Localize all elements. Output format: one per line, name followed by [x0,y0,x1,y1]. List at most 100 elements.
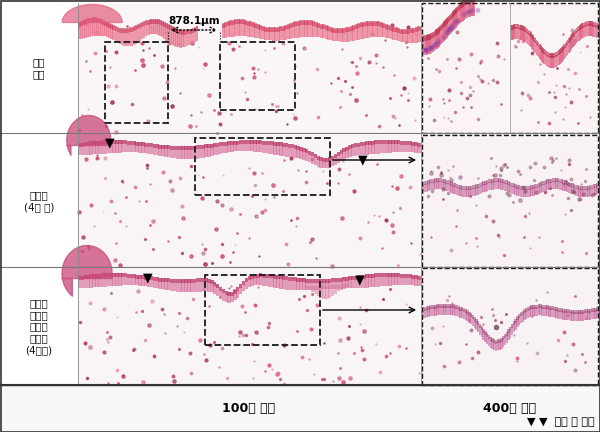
Bar [100,20,103,36]
Bar [124,273,127,286]
Bar [597,23,599,29]
Bar [433,32,434,38]
Bar [595,184,597,187]
Bar [520,25,521,30]
Bar [390,27,393,39]
Bar [115,140,119,144]
Bar [178,30,180,48]
Bar [434,181,437,189]
Bar [185,31,188,46]
Bar [110,140,113,153]
Bar [348,145,352,157]
Bar [239,140,242,144]
Bar [383,140,386,153]
Bar [484,184,487,192]
Bar [533,40,535,51]
Bar [497,341,499,350]
Bar [331,286,334,296]
Bar [94,19,97,36]
Bar [352,26,355,41]
Bar [490,179,492,183]
Bar [567,43,568,54]
Bar [272,28,275,32]
Bar [423,38,424,55]
Text: 대조군
(4일 후): 대조군 (4일 후) [24,190,54,212]
Bar [268,274,271,278]
Bar [509,329,511,337]
Bar [233,290,236,300]
Bar [508,329,509,333]
Bar [110,273,113,286]
Bar [403,141,406,152]
Bar [250,140,254,151]
Bar [347,27,350,32]
Bar [584,22,586,27]
Bar [524,30,526,42]
Bar [290,277,294,281]
Bar [362,22,365,26]
Bar [319,279,323,289]
Bar [460,308,461,318]
Bar [337,152,340,156]
Bar [112,26,115,40]
Bar [302,278,305,282]
Bar [262,27,265,39]
Bar [474,0,475,16]
Bar [596,309,599,318]
Bar [491,340,494,349]
Bar [461,186,463,190]
Bar [271,274,274,278]
Bar [329,27,332,32]
Bar [290,144,294,148]
Bar [592,25,593,36]
Bar [314,286,317,294]
Bar [593,22,595,27]
Bar [354,276,357,280]
Bar [308,151,311,155]
Bar [357,24,360,40]
Bar [196,145,199,159]
Bar [556,55,557,67]
Bar [559,310,561,319]
Bar [322,25,325,38]
Bar [525,189,527,197]
Bar [536,307,538,316]
Bar [371,273,374,287]
Bar [181,279,185,292]
Bar [337,285,340,292]
Bar [279,276,283,280]
Bar [193,146,196,149]
Bar [539,306,542,315]
Bar [147,143,151,154]
Bar [432,32,433,38]
Bar [451,304,453,308]
Bar [352,25,355,30]
Bar [438,27,440,33]
Bar [434,32,436,50]
Bar [557,181,559,189]
Bar [468,312,470,316]
Bar [184,279,188,283]
Bar [109,23,111,28]
Text: ▼: ▼ [143,271,153,285]
Bar [567,40,568,44]
Bar [135,25,137,30]
Bar [104,273,107,277]
Bar [335,29,338,41]
Bar [532,307,535,316]
Bar [354,143,357,147]
Bar [504,183,506,191]
Bar [136,142,139,146]
Bar [175,28,178,33]
Circle shape [437,38,442,44]
Bar [129,29,131,46]
Bar [242,280,245,285]
Bar [403,30,406,42]
Bar [596,186,599,194]
Bar [523,309,526,313]
Bar [482,184,485,192]
Bar [104,140,107,154]
Bar [249,21,252,26]
Bar [472,185,474,189]
Bar [479,326,481,335]
